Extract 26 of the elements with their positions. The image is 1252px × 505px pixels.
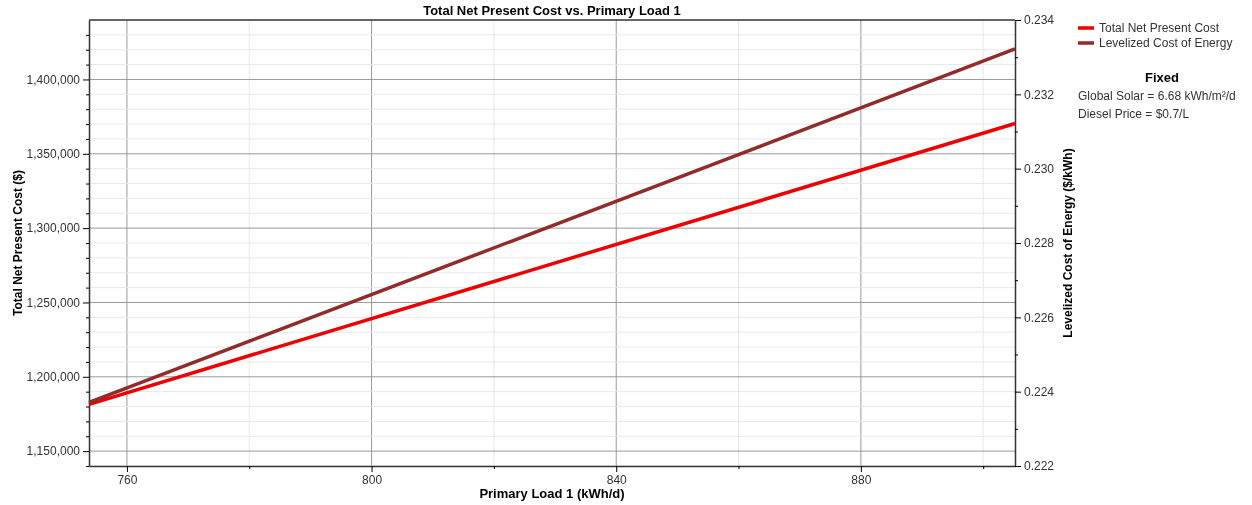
y-tick-label: 1,350,000 [26,147,81,162]
legend-label: Total Net Present Cost [1099,21,1220,35]
y-tick-label: 1,400,000 [26,72,81,87]
x-tick-label: 880 [851,472,872,487]
y2-tick-label: 0.226 [1024,310,1055,325]
text: Global Solar = 6.68 kWh/m²/d [1078,89,1236,103]
text: Diesel Price = $0.7/L [1078,107,1190,121]
y2-tick-label: 0.222 [1024,459,1055,474]
legend-label: Levelized Cost of Energy [1099,36,1233,50]
y2-axis-title: Levelized Cost of Energy ($/kWh) [1061,148,1075,338]
y-tick-label: 1,300,000 [26,221,81,236]
x-tick-label: 760 [117,472,138,487]
y2-tick-label: 0.224 [1024,385,1055,400]
x-tick-label: 800 [362,472,383,487]
y2-tick-label: 0.230 [1024,162,1055,177]
y-tick-label: 1,250,000 [26,295,81,310]
chart-title: Total Net Present Cost vs. Primary Load 1 [423,3,681,18]
y2-tick-label: 0.228 [1024,236,1055,251]
y2-tick-label: 0.232 [1024,87,1055,102]
y-tick-label: 1,200,000 [26,370,81,385]
y-axis-title: Total Net Present Cost ($) [11,170,25,316]
x-axis-title: Primary Load 1 (kWh/d) [479,486,625,501]
y-tick-label: 1,150,000 [26,444,81,459]
text: Fixed [1145,70,1180,85]
x-tick-label: 840 [606,472,628,487]
y2-tick-label: 0.234 [1024,13,1055,28]
